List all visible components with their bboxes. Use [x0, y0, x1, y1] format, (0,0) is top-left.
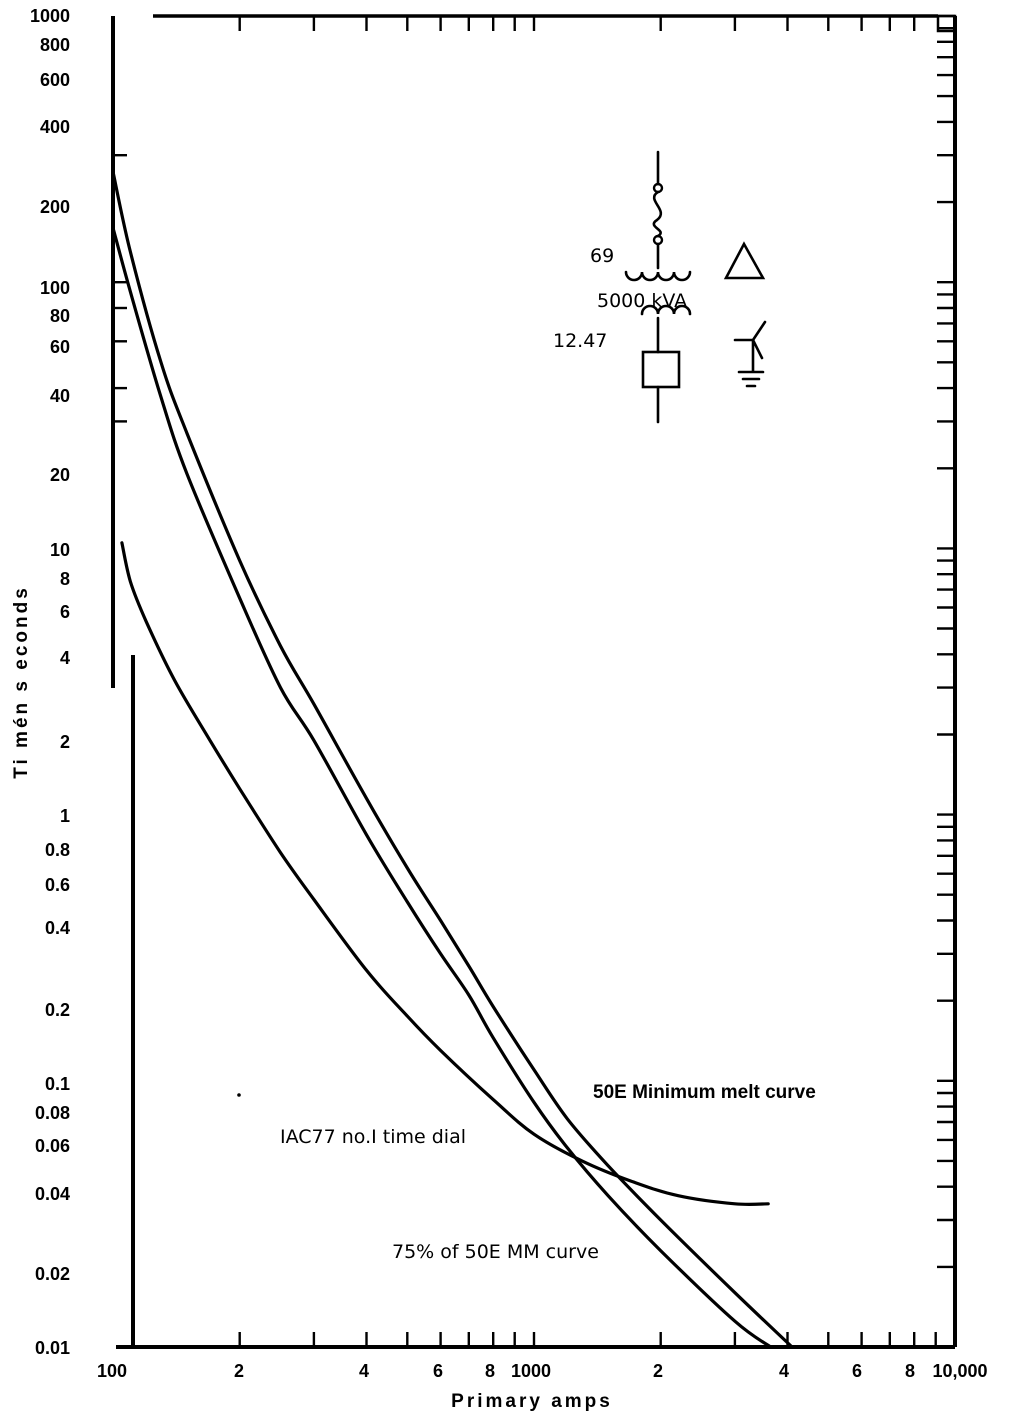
- y-tick-label-1: 1: [60, 806, 70, 826]
- y-tick-label-10: 10: [50, 540, 70, 560]
- y-tick-label-1000: 1000: [30, 6, 70, 26]
- x-tick-label-600: 6: [433, 1361, 443, 1381]
- annotation-50e-minimum-melt: 50E Minimum melt curve: [593, 1082, 816, 1103]
- wye-grounded-symbol: [733, 320, 767, 388]
- y-tick-label-0.06: 0.06: [35, 1136, 70, 1156]
- y-tick-label-0.2: 0.2: [45, 1000, 70, 1020]
- x-tick-label-10000: 10,000: [932, 1361, 987, 1381]
- series-75pct-of-50e-mm-curve: [111, 226, 773, 1349]
- x-tick-label-800: 8: [485, 1361, 495, 1381]
- y-axis-tick-labels: 1000 800 600 400 200 100 80 60 40 20 10 …: [30, 6, 70, 1358]
- plot-frame: [111, 14, 957, 1349]
- x-tick-label-100: 100: [97, 1361, 127, 1381]
- y-tick-label-0.8: 0.8: [45, 840, 70, 860]
- series-50e-minimum-melt-curve: [111, 170, 794, 1349]
- y-tick-label-600: 600: [40, 70, 70, 90]
- y-tick-label-8: 8: [60, 569, 70, 589]
- y-tick-label-40: 40: [50, 386, 70, 406]
- x-axis-title: Primary amps: [451, 1391, 613, 1412]
- breaker-symbol: [641, 350, 681, 389]
- y-tick-label-4: 4: [60, 648, 70, 668]
- axis-ticks: [113, 14, 955, 1349]
- y-tick-label-800: 800: [40, 35, 70, 55]
- x-tick-label-8000: 8: [905, 1361, 915, 1381]
- chart-annotations: 50E Minimum melt curve IAC77 no.I time d…: [280, 1082, 816, 1263]
- y-tick-label-400: 400: [40, 117, 70, 137]
- y-tick-label-0.01: 0.01: [35, 1338, 70, 1358]
- y-axis-title: Ti mén s econds: [11, 585, 32, 779]
- y-tick-label-200: 200: [40, 197, 70, 217]
- y-tick-label-0.04: 0.04: [35, 1184, 70, 1204]
- x-tick-label-6000: 6: [852, 1361, 862, 1381]
- y-tick-label-0.08: 0.08: [35, 1103, 70, 1123]
- y-tick-label-0.1: 0.1: [45, 1074, 70, 1094]
- x-axis-tick-labels: 100 2 4 6 8 1000 2 4 6 8 10,000: [97, 1361, 988, 1381]
- y-tick-label-20: 20: [50, 465, 70, 485]
- x-tick-label-4000: 4: [779, 1361, 789, 1381]
- curves: [111, 170, 794, 1349]
- y-tick-label-100: 100: [40, 278, 70, 298]
- y-tick-label-0.6: 0.6: [45, 875, 70, 895]
- y-tick-label-0.02: 0.02: [35, 1264, 70, 1284]
- transformer-secondary-winding: [640, 304, 692, 316]
- diagram-secondary-voltage: 12.47: [553, 330, 607, 352]
- stray-dot: [237, 1093, 241, 1097]
- y-tick-label-6: 6: [60, 602, 70, 622]
- x-tick-label-1000: 1000: [511, 1361, 551, 1381]
- x-tick-label-400: 4: [359, 1361, 369, 1381]
- y-tick-label-0.4: 0.4: [45, 918, 70, 938]
- one-line-diagram: 69 5000 kVA 12.47: [553, 150, 767, 424]
- y-tick-label-2: 2: [60, 732, 70, 752]
- annotation-iac77-time-dial: IAC77 no.I time dial: [280, 1126, 466, 1148]
- x-tick-label-2000: 2: [653, 1361, 663, 1381]
- delta-symbol: [723, 241, 766, 280]
- x-tick-label-200: 2: [234, 1361, 244, 1381]
- y-tick-label-80: 80: [50, 306, 70, 326]
- y-tick-label-60: 60: [50, 337, 70, 357]
- diagram-transformer-rating: 5000 kVA: [597, 290, 687, 312]
- transformer-primary-winding: [624, 270, 692, 282]
- annotation-75pct-50e-mm: 75% of 50E MM curve: [392, 1241, 599, 1263]
- diagram-primary-voltage: 69: [590, 245, 614, 267]
- series-iac77-time-dial-curve: [120, 541, 770, 1207]
